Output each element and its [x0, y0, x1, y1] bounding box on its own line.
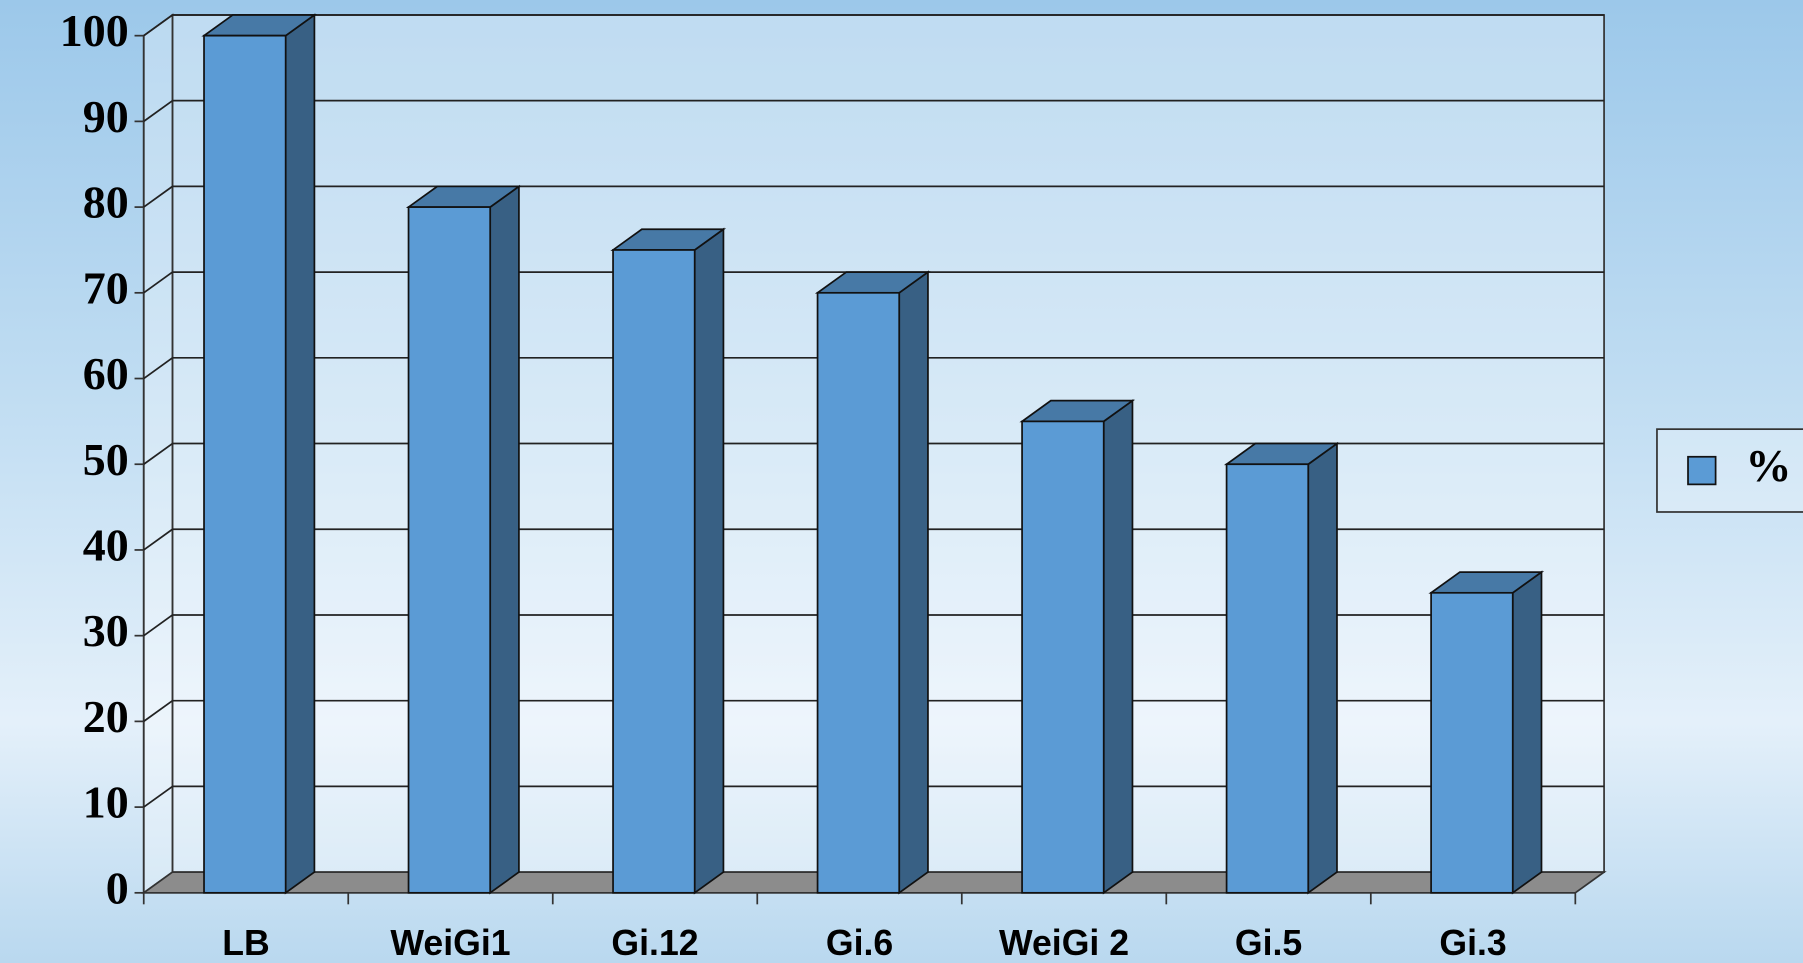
y-tick-label: 10: [83, 777, 129, 828]
y-tick-label: 80: [83, 177, 129, 228]
grid-line: [143, 442, 173, 465]
grid-line: [143, 185, 173, 208]
bar-side: [1102, 398, 1134, 895]
x-tick-label: WeiGi 2: [999, 923, 1129, 963]
bar-side: [693, 227, 725, 895]
bar: [816, 291, 901, 894]
legend-marker: [1687, 455, 1717, 486]
bar: [1225, 463, 1310, 894]
y-tick-label: 0: [106, 862, 129, 913]
bar: [203, 34, 287, 894]
bar-side: [898, 270, 929, 895]
grid-line: [143, 699, 173, 723]
bar-side: [1511, 570, 1543, 895]
grid-line: [143, 785, 173, 808]
bar: [612, 249, 696, 894]
x-tick-label: Gi.5: [1235, 923, 1302, 963]
x-tick-label: Gi.3: [1439, 923, 1506, 963]
legend-label: %: [1746, 440, 1792, 491]
grid-line: [143, 614, 173, 637]
x-tick-label: WeiGi1: [390, 923, 510, 963]
bar-side: [489, 184, 520, 895]
bar: [1430, 591, 1514, 894]
x-tick-label: Gi.6: [826, 923, 893, 963]
x-tick-label: LB: [222, 923, 270, 963]
y-tick-label: 30: [83, 605, 129, 656]
y-tick-label: 20: [83, 691, 129, 742]
bar: [407, 206, 492, 894]
y-tick-label: 40: [83, 520, 129, 571]
y-tick-label: 50: [83, 434, 129, 485]
y-tick-label: 70: [83, 262, 129, 313]
grid-line: [143, 99, 173, 123]
bar-side: [1307, 441, 1338, 895]
legend: [1656, 428, 1803, 513]
grid-line: [143, 357, 173, 380]
grid-line: [143, 14, 173, 37]
x-tick-label: Gi.12: [611, 923, 698, 963]
grid-line: [143, 271, 173, 294]
y-tick-label: 100: [60, 5, 129, 56]
bar-side: [284, 13, 316, 895]
y-tick-label: 90: [83, 91, 129, 142]
bar: [1021, 420, 1105, 894]
y-tick-label: 60: [83, 348, 129, 399]
grid-line: [143, 528, 173, 551]
